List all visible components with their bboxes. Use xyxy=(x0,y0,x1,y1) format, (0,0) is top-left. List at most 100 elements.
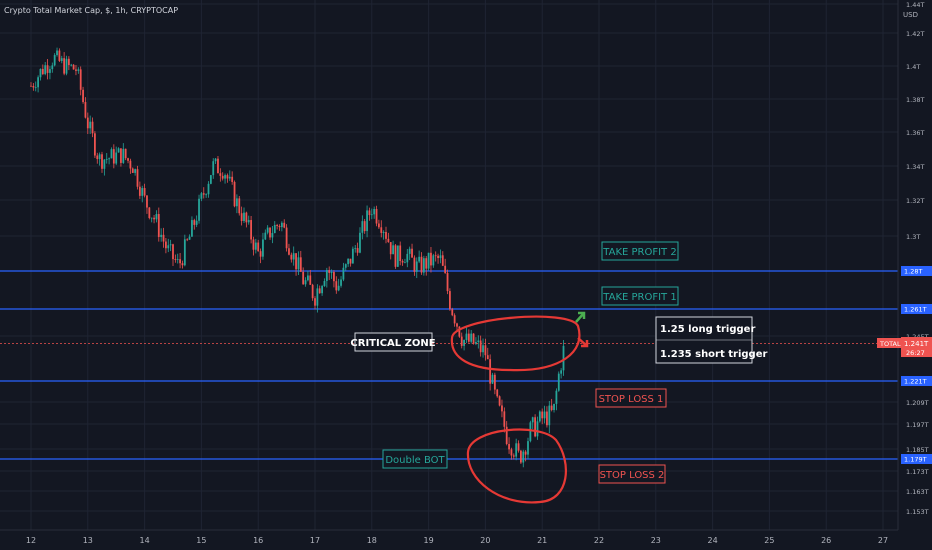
candle-body xyxy=(389,242,392,255)
candle-body xyxy=(283,222,286,228)
candle-body xyxy=(209,175,212,184)
short-trigger-label: 1.235 short trigger xyxy=(660,349,767,360)
x-tick-label: 12 xyxy=(26,536,36,545)
candle-body xyxy=(165,241,167,249)
candle-body xyxy=(316,288,319,306)
candle-body xyxy=(172,244,174,260)
x-tick-label: 26 xyxy=(821,536,831,545)
candle-body xyxy=(224,175,226,179)
candle-body xyxy=(527,441,529,455)
candle-body xyxy=(176,259,179,261)
candle-body xyxy=(262,239,264,257)
candle-body xyxy=(441,255,444,266)
stop-loss-1-label: STOP LOSS 1 xyxy=(599,394,664,405)
x-tick-label: 25 xyxy=(764,536,774,545)
candle-body xyxy=(153,217,155,220)
x-tick-label: 16 xyxy=(253,536,263,545)
candle-body xyxy=(427,252,430,269)
candle-body xyxy=(538,411,541,422)
y-tick-label: 1.42T xyxy=(906,30,924,38)
candle-body xyxy=(484,345,487,356)
candle-body xyxy=(103,159,106,169)
candle-body xyxy=(94,133,96,156)
candle-body xyxy=(181,263,184,266)
candle-body xyxy=(67,58,70,66)
candle-body xyxy=(387,238,390,243)
candle-body xyxy=(82,89,84,103)
candle-body xyxy=(479,340,482,353)
y-tick-label: 1.38T xyxy=(906,96,924,104)
candle-body xyxy=(546,411,548,426)
candle-body xyxy=(363,221,366,232)
candle-body xyxy=(489,359,492,384)
candle-body xyxy=(550,405,553,411)
candle-body xyxy=(238,198,241,214)
x-tick-label: 14 xyxy=(140,536,150,545)
candle-body xyxy=(278,226,281,228)
candle-body xyxy=(404,262,406,264)
candle-body xyxy=(115,152,118,164)
candle-body xyxy=(432,255,435,266)
candle-body xyxy=(148,207,151,219)
candle-body xyxy=(146,195,148,208)
candle-body xyxy=(295,253,297,270)
candle-body xyxy=(117,148,120,153)
candle-body xyxy=(347,258,350,265)
x-tick-label: 15 xyxy=(196,536,206,545)
candle-body xyxy=(460,336,463,346)
candle-body xyxy=(205,194,208,196)
x-tick-label: 13 xyxy=(83,536,93,545)
candle-body xyxy=(472,333,475,344)
candle-body xyxy=(247,220,250,223)
candle-body xyxy=(548,405,551,426)
candle-body xyxy=(226,175,229,179)
candle-body xyxy=(408,248,411,254)
candle-body xyxy=(169,244,172,246)
y-tick-label: 1.197T xyxy=(906,421,929,429)
y-tick-label: 1.3T xyxy=(906,233,920,241)
y-tick-label: 1.4T xyxy=(906,63,920,71)
candle-body xyxy=(439,255,442,259)
candle-body xyxy=(84,102,87,118)
candle-body xyxy=(328,270,331,273)
candle-body xyxy=(53,55,56,66)
candle-body xyxy=(392,245,394,255)
candle-body xyxy=(382,231,385,233)
take-profit-1-level-tag xyxy=(901,304,932,314)
stop-loss-1-box: STOP LOSS 1 xyxy=(595,388,667,408)
candle-body xyxy=(378,223,380,228)
candle-body xyxy=(557,373,560,391)
candle-body xyxy=(356,248,359,253)
candle-body xyxy=(318,288,321,294)
candle-body xyxy=(198,198,200,221)
candle-body xyxy=(503,411,506,427)
candle-body xyxy=(482,345,484,353)
candle-body xyxy=(349,258,352,264)
candle-body xyxy=(335,281,338,291)
candle-body xyxy=(174,259,177,261)
candle-body xyxy=(44,65,47,75)
take-profit-1-level-tag-label: 1.261T xyxy=(904,306,927,314)
candle-body xyxy=(375,209,378,224)
candle-body xyxy=(292,253,295,260)
candle-body xyxy=(425,258,428,269)
x-tick-label: 17 xyxy=(310,536,320,545)
time-axis[interactable]: 12 13 14 15 16 17 18 19 20 21 22 23 24 25 26 27 xyxy=(26,536,888,545)
candle-body xyxy=(273,224,276,234)
price-axis[interactable]: 1.44T 1.42T 1.4T 1.38T 1.36T 1.34T 1.32T 1.3T 1.… xyxy=(901,1,932,516)
series-tag-label: TOTAL xyxy=(879,340,901,348)
y-tick-label: 1.36T xyxy=(906,129,924,137)
take-profit-2-level-tag-label: 1.28T xyxy=(904,268,922,276)
candle-body xyxy=(236,198,238,207)
candle-body xyxy=(385,231,387,239)
grid xyxy=(0,0,898,530)
candle-body xyxy=(120,148,122,163)
candle-body xyxy=(56,50,58,56)
candle-body xyxy=(562,345,565,371)
candle-body xyxy=(359,232,361,253)
take-profit-2-label: TAKE PROFIT 2 xyxy=(602,247,676,258)
candle-body xyxy=(344,264,347,268)
candle-body xyxy=(449,291,451,310)
